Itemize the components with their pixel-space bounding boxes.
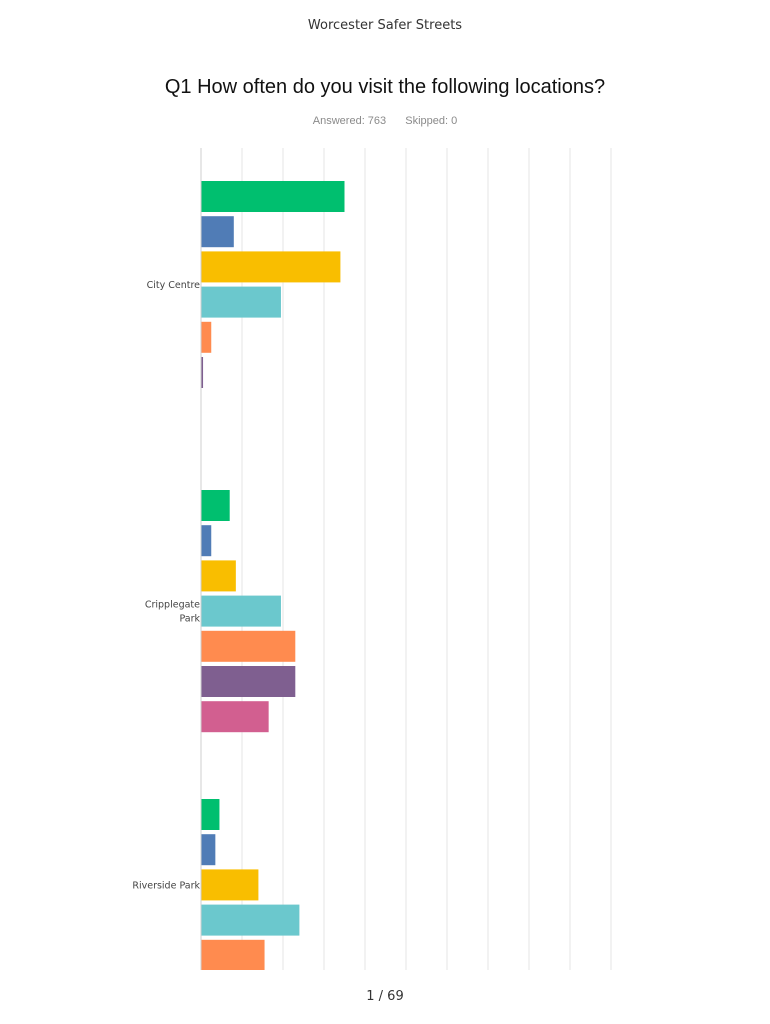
bar bbox=[201, 216, 234, 248]
category-label: City Centre bbox=[147, 280, 201, 291]
bar bbox=[201, 595, 281, 627]
bar bbox=[201, 630, 296, 662]
answered-count: Answered: 763 bbox=[312, 115, 387, 127]
bar bbox=[201, 560, 236, 592]
bar bbox=[201, 904, 300, 936]
bar bbox=[201, 286, 281, 318]
bar bbox=[201, 799, 220, 830]
plot-area bbox=[201, 181, 345, 970]
category-label: Cripplegate Park bbox=[145, 600, 201, 625]
bar bbox=[201, 357, 204, 388]
bar bbox=[201, 834, 216, 866]
bar bbox=[201, 666, 296, 697]
skipped-count: Skipped: 0 bbox=[405, 115, 458, 127]
bar bbox=[201, 251, 341, 283]
bar bbox=[201, 939, 265, 970]
response-stats: Answered: 763 Skipped: 0 bbox=[0, 115, 770, 127]
bar bbox=[201, 701, 269, 733]
bar bbox=[201, 321, 212, 353]
question-title: Q1 How often do you visit the following … bbox=[164, 76, 606, 98]
bar bbox=[201, 869, 259, 901]
bar bbox=[201, 181, 345, 212]
survey-name: Worcester Safer Streets bbox=[307, 18, 463, 33]
bar bbox=[201, 525, 212, 557]
bar bbox=[201, 490, 230, 521]
category-label: Riverside Park bbox=[132, 880, 200, 891]
page-number: 1 / 69 bbox=[366, 989, 404, 1004]
